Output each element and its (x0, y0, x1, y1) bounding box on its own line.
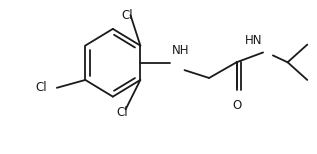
Text: Cl: Cl (122, 9, 133, 22)
Text: NH: NH (172, 44, 189, 57)
Text: O: O (232, 99, 241, 112)
Text: Cl: Cl (117, 106, 128, 119)
Text: Cl: Cl (36, 81, 47, 94)
Text: HN: HN (245, 34, 262, 47)
